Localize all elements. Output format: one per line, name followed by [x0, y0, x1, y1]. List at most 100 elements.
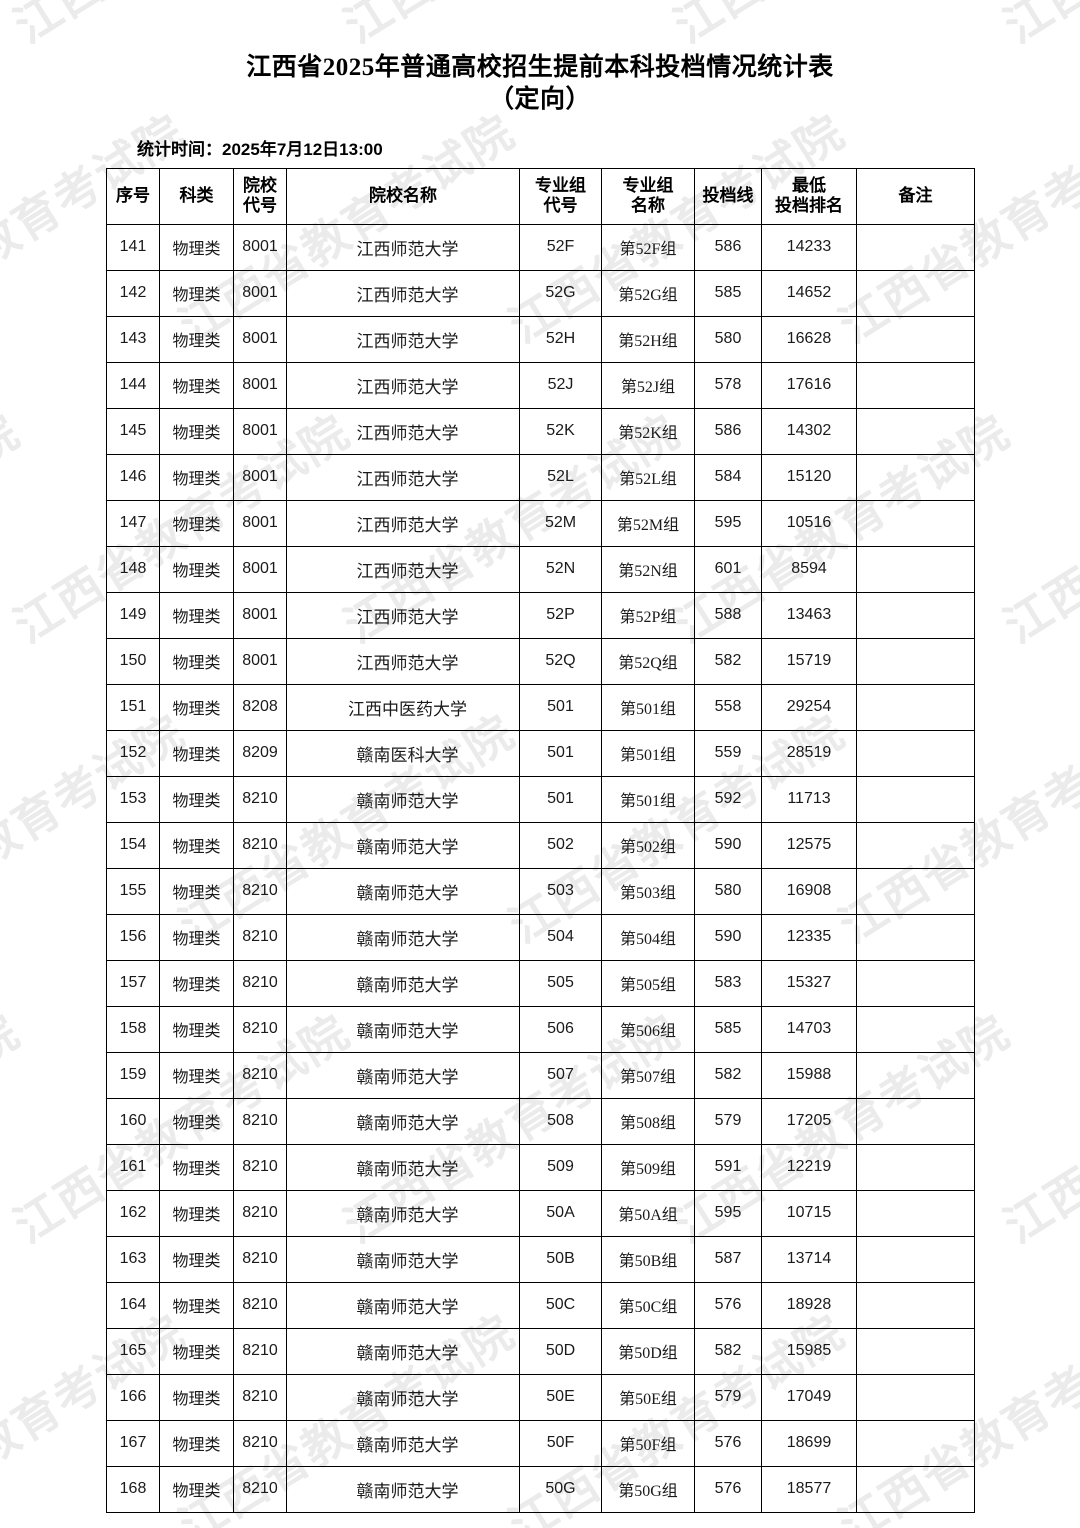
cell-group-code: 50A: [519, 1189, 602, 1237]
cell-score-line: 559: [694, 729, 762, 777]
cell-category: 物理类: [159, 545, 234, 593]
cell-category: 物理类: [159, 1235, 234, 1283]
cell-score-line: 588: [694, 591, 762, 639]
cell-score-line: 601: [694, 545, 762, 593]
cell-score-line: 578: [694, 361, 762, 409]
cell-category: 物理类: [159, 1327, 234, 1375]
cell-school-name: 赣南师范大学: [286, 1005, 520, 1053]
cell-score-line: 585: [694, 1005, 762, 1053]
cell-seq: 152: [106, 729, 160, 777]
cell-school-code: 8210: [233, 1235, 287, 1283]
cell-school-name: 赣南师范大学: [286, 1419, 520, 1467]
table-row: 158 物理类 8210 赣南师范大学 506 第506组 585 14703: [106, 1005, 975, 1053]
cell-school-name: 赣南师范大学: [286, 1373, 520, 1421]
cell-category: 物理类: [159, 1465, 234, 1513]
cell-min-rank: 14652: [761, 269, 857, 317]
cell-seq: 157: [106, 959, 160, 1007]
cell-school-name: 江西中医药大学: [286, 683, 520, 731]
cell-group-name: 第52J组: [601, 361, 695, 409]
cell-category: 物理类: [159, 775, 234, 823]
cell-note: [856, 1419, 975, 1467]
table-row: 154 物理类 8210 赣南师范大学 502 第502组 590 12575: [106, 821, 975, 869]
cell-note: [856, 315, 975, 363]
cell-score-line: 586: [694, 223, 762, 271]
cell-category: 物理类: [159, 361, 234, 409]
cell-group-code: 52H: [519, 315, 602, 363]
cell-note: [856, 269, 975, 317]
header-seq: 序号: [106, 167, 160, 225]
cell-score-line: 576: [694, 1281, 762, 1329]
page-subtitle: （定向）: [488, 86, 591, 113]
cell-school-code: 8210: [233, 913, 287, 961]
cell-school-code: 8210: [233, 1327, 287, 1375]
cell-score-line: 582: [694, 1327, 762, 1375]
cell-group-name: 第50E组: [601, 1373, 695, 1421]
cell-group-code: 507: [519, 1051, 602, 1099]
cell-group-code: 52L: [519, 453, 602, 501]
cell-category: 物理类: [159, 1051, 234, 1099]
cell-seq: 154: [106, 821, 160, 869]
cell-school-code: 8210: [233, 775, 287, 823]
table-row: 152 物理类 8209 赣南医科大学 501 第501组 559 28519: [106, 729, 975, 777]
cell-school-name: 赣南师范大学: [286, 1097, 520, 1145]
cell-school-name: 赣南师范大学: [286, 959, 520, 1007]
cell-group-code: 52F: [519, 223, 602, 271]
cell-note: [856, 1143, 975, 1191]
cell-seq: 151: [106, 683, 160, 731]
cell-group-name: 第503组: [601, 867, 695, 915]
cell-category: 物理类: [159, 1373, 234, 1421]
cell-min-rank: 15327: [761, 959, 857, 1007]
header-category: 科类: [159, 167, 234, 225]
cell-seq: 167: [106, 1419, 160, 1467]
cell-group-name: 第52K组: [601, 407, 695, 455]
cell-min-rank: 17205: [761, 1097, 857, 1145]
cell-seq: 150: [106, 637, 160, 685]
cell-group-code: 50B: [519, 1235, 602, 1283]
cell-score-line: 583: [694, 959, 762, 1007]
cell-group-code: 504: [519, 913, 602, 961]
cell-school-name: 赣南师范大学: [286, 913, 520, 961]
cell-school-name: 赣南师范大学: [286, 1051, 520, 1099]
cell-school-name: 赣南医科大学: [286, 729, 520, 777]
cell-category: 物理类: [159, 729, 234, 777]
table-row: 156 物理类 8210 赣南师范大学 504 第504组 590 12335: [106, 913, 975, 961]
header-note: 备注: [856, 167, 975, 225]
cell-school-name: 赣南师范大学: [286, 1235, 520, 1283]
table-body: 141 物理类 8001 江西师范大学 52F 第52F组 586 14233 142 物理类 80…: [106, 223, 975, 1513]
cell-school-name: 江西师范大学: [286, 637, 520, 685]
cell-seq: 153: [106, 775, 160, 823]
cell-score-line: 591: [694, 1143, 762, 1191]
cell-seq: 160: [106, 1097, 160, 1145]
table-row: 159 物理类 8210 赣南师范大学 507 第507组 582 15988: [106, 1051, 975, 1099]
cell-group-name: 第509组: [601, 1143, 695, 1191]
cell-score-line: 580: [694, 867, 762, 915]
table-row: 146 物理类 8001 江西师范大学 52L 第52L组 584 15120: [106, 453, 975, 501]
cell-score-line: 580: [694, 315, 762, 363]
cell-group-code: 509: [519, 1143, 602, 1191]
cell-seq: 146: [106, 453, 160, 501]
cell-note: [856, 499, 975, 547]
cell-group-code: 506: [519, 1005, 602, 1053]
cell-score-line: 590: [694, 913, 762, 961]
cell-school-code: 8210: [233, 1143, 287, 1191]
cell-group-name: 第52H组: [601, 315, 695, 363]
cell-note: [856, 591, 975, 639]
cell-seq: 168: [106, 1465, 160, 1513]
cell-school-code: 8210: [233, 1051, 287, 1099]
cell-group-code: 505: [519, 959, 602, 1007]
cell-school-code: 8001: [233, 545, 287, 593]
cell-min-rank: 13463: [761, 591, 857, 639]
cell-note: [856, 407, 975, 455]
cell-score-line: 579: [694, 1373, 762, 1421]
cell-school-name: 赣南师范大学: [286, 821, 520, 869]
cell-school-code: 8210: [233, 1005, 287, 1053]
cell-seq: 162: [106, 1189, 160, 1237]
cell-seq: 161: [106, 1143, 160, 1191]
cell-group-name: 第501组: [601, 729, 695, 777]
cell-group-code: 52Q: [519, 637, 602, 685]
cell-group-code: 52G: [519, 269, 602, 317]
cell-seq: 155: [106, 867, 160, 915]
cell-min-rank: 14233: [761, 223, 857, 271]
cell-min-rank: 14302: [761, 407, 857, 455]
header-group-code-line1: 专业组: [535, 176, 586, 196]
